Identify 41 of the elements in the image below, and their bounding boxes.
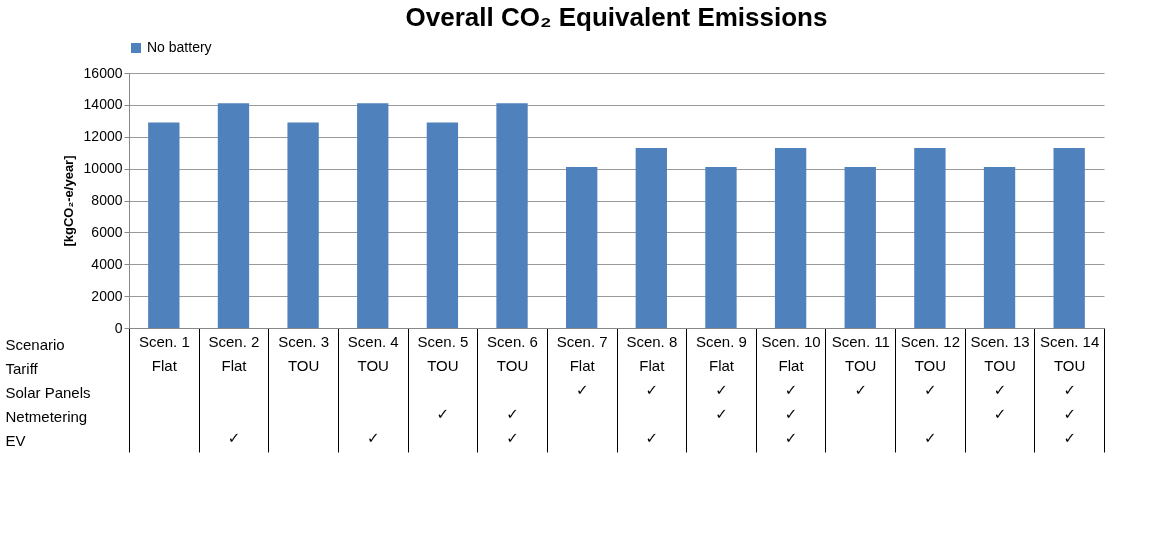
x-tick-label: Scen. 11 TOU ✓ bbox=[831, 332, 890, 398]
category-label: Scen. 8 Flat ✓ ✓ bbox=[626, 332, 678, 446]
category-label: Scen. 12 TOU ✓ ✓ bbox=[900, 332, 960, 446]
x-axis-title: Scenario Tariff Solar Panels Netmetering EV bbox=[5, 335, 91, 449]
bar bbox=[496, 103, 528, 328]
y-tick-label: 8000 bbox=[91, 192, 123, 208]
x-tick-label: Scen. 3 TOU bbox=[278, 332, 330, 374]
x-tick-label: Scen. 1 Flat bbox=[138, 332, 190, 374]
y-tick-label: 14000 bbox=[83, 96, 123, 113]
category-label: Scen. 6 TOU ✓ ✓ bbox=[487, 332, 538, 446]
x-tick-label: Scen. 10 Flat ✓ ✓ ✓ bbox=[761, 332, 821, 446]
bar bbox=[1053, 147, 1085, 328]
x-tick-label: Scen. 7 Flat ✓ bbox=[556, 332, 608, 398]
y-tick-label: 0 bbox=[114, 319, 123, 336]
bar bbox=[705, 167, 737, 328]
bar bbox=[148, 122, 180, 328]
y-tick-label: 12000 bbox=[83, 128, 123, 145]
y-tick-label: 2000 bbox=[91, 287, 123, 304]
category-label: Scen. 2 Flat ✓ bbox=[208, 332, 260, 446]
bar bbox=[635, 147, 667, 328]
legend-label: No battery bbox=[147, 39, 212, 55]
y-tick-label: 16000 bbox=[83, 64, 123, 81]
category-label: Scen. 4 TOU ✓ bbox=[347, 332, 399, 446]
category-label: Scen. 5 TOU ✓ bbox=[417, 332, 469, 422]
bar bbox=[844, 167, 876, 328]
bar bbox=[426, 122, 459, 328]
y-axis-title: [kgCO₂-e/year] bbox=[60, 155, 76, 247]
chart-title: Overall CO₂ Equivalent Emissions bbox=[405, 2, 828, 32]
y-tick-label: 4000 bbox=[91, 255, 123, 272]
y-tick-label: 10000 bbox=[83, 160, 123, 177]
x-tick-label: Scen. 9 Flat ✓ ✓ bbox=[696, 332, 747, 422]
y-tick-label: 6000 bbox=[91, 223, 123, 240]
bar bbox=[914, 147, 946, 328]
bar bbox=[217, 103, 250, 328]
x-tick-label: Scen. 13 TOU ✓ ✓ bbox=[970, 332, 1030, 422]
bar bbox=[287, 122, 319, 328]
bar bbox=[983, 167, 1016, 328]
bar bbox=[774, 147, 807, 328]
x-tick-label: Scen. 14 TOU ✓ ✓ ✓ bbox=[1040, 332, 1100, 446]
bar bbox=[357, 103, 389, 328]
bar bbox=[566, 167, 598, 328]
